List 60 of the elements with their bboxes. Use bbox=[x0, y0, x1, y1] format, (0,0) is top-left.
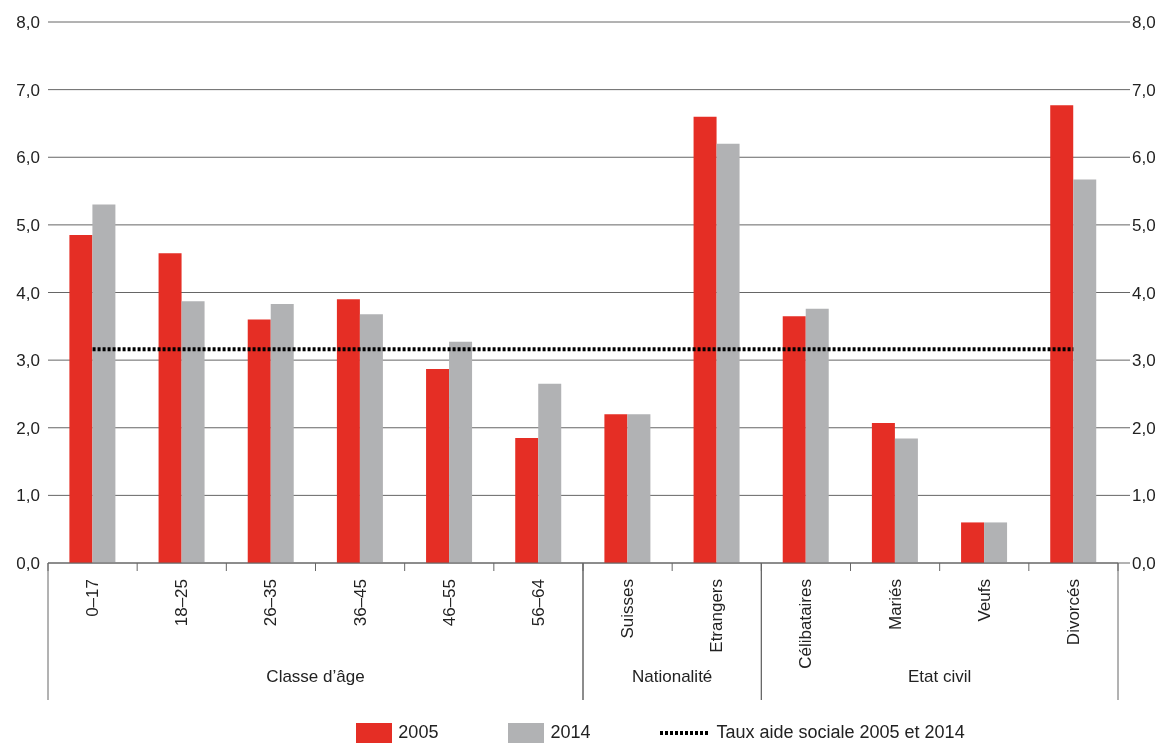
bar bbox=[449, 341, 473, 563]
bar bbox=[984, 522, 1008, 563]
y2-tick-label: 3,0 bbox=[1132, 351, 1156, 371]
x-tick-label: 0–17 bbox=[83, 579, 103, 617]
bar bbox=[1073, 179, 1097, 563]
y2-tick-label: 4,0 bbox=[1132, 283, 1156, 303]
bar bbox=[961, 522, 985, 563]
y-tick-label: 8,0 bbox=[16, 13, 40, 33]
x-tick-label: Divorcés bbox=[1063, 579, 1083, 646]
bar bbox=[627, 414, 651, 563]
text: Etat civil bbox=[908, 667, 972, 686]
y2-tick-label: 2,0 bbox=[1132, 418, 1156, 438]
y2-tick-label: 6,0 bbox=[1132, 148, 1156, 168]
x-tick-label: Célibataires bbox=[796, 579, 816, 669]
legend-label: Taux aide sociale 2005 et 2014 bbox=[716, 722, 965, 743]
y-tick-label: 7,0 bbox=[16, 80, 40, 100]
y2-tick-label: 7,0 bbox=[1132, 80, 1156, 100]
x-tick-label: Veufs bbox=[974, 579, 994, 622]
bar bbox=[782, 316, 806, 563]
y-tick-label: 2,0 bbox=[16, 418, 40, 438]
y-tick-label: 6,0 bbox=[16, 148, 40, 168]
bar bbox=[158, 253, 182, 563]
x-tick-label: Suisses bbox=[618, 579, 638, 639]
x-tick-label: Mariés bbox=[885, 579, 905, 631]
y2-tick-label: 1,0 bbox=[1132, 486, 1156, 506]
y2-tick-label: 5,0 bbox=[1132, 215, 1156, 235]
y-tick-label: 5,0 bbox=[16, 215, 40, 235]
bar bbox=[270, 304, 294, 563]
x-tick-label: 46–55 bbox=[439, 579, 459, 627]
bar bbox=[426, 368, 450, 563]
bar bbox=[693, 116, 717, 563]
y-tick-label: 0,0 bbox=[16, 554, 40, 574]
x-tick-label: 26–35 bbox=[261, 579, 281, 627]
legend-label: 2014 bbox=[550, 722, 591, 743]
x-tick-label: 36–45 bbox=[350, 579, 370, 627]
x-tick-label: 56–64 bbox=[528, 579, 548, 627]
bar bbox=[716, 143, 740, 563]
text: Classe d’âge bbox=[266, 667, 365, 686]
bar bbox=[538, 383, 562, 563]
bar bbox=[69, 235, 93, 563]
bar bbox=[1050, 105, 1074, 563]
bar bbox=[247, 319, 271, 563]
bar bbox=[336, 299, 360, 563]
legend-label: 2005 bbox=[398, 722, 439, 743]
bar bbox=[894, 438, 918, 563]
text: Nationalité bbox=[632, 667, 713, 686]
y-tick-label: 4,0 bbox=[16, 283, 40, 303]
bar bbox=[359, 314, 383, 563]
y-tick-label: 3,0 bbox=[16, 351, 40, 371]
y2-tick-label: 8,0 bbox=[1132, 13, 1156, 33]
bar bbox=[604, 414, 628, 563]
y-tick-label: 1,0 bbox=[16, 486, 40, 506]
x-tick-label: Etrangers bbox=[707, 579, 727, 653]
bar bbox=[515, 437, 539, 563]
bar bbox=[92, 204, 116, 563]
y2-tick-label: 0,0 bbox=[1132, 554, 1156, 574]
bar bbox=[181, 301, 205, 563]
bar bbox=[871, 423, 895, 563]
bar bbox=[805, 308, 829, 563]
x-tick-label: 18–25 bbox=[172, 579, 192, 627]
